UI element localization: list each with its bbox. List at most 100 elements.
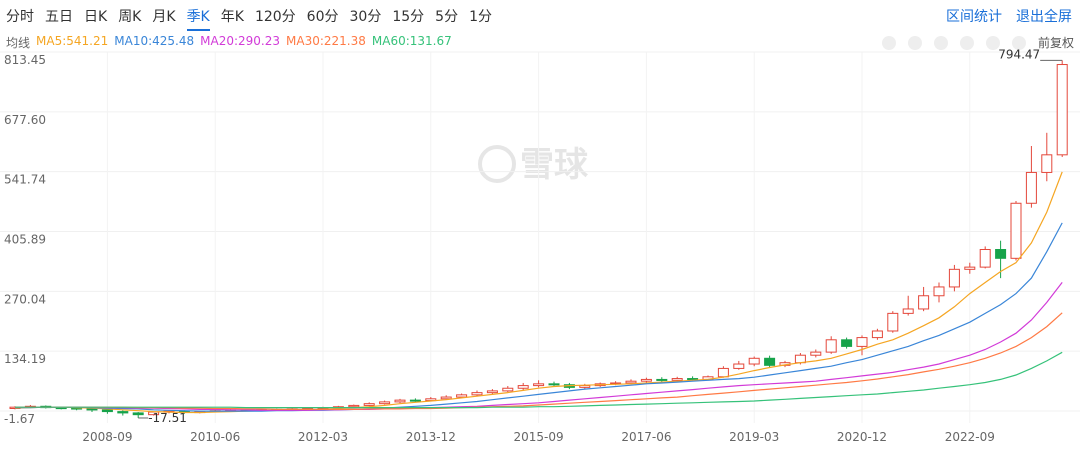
left-icon[interactable]	[959, 35, 974, 50]
period-tab[interactable]: 60分	[306, 9, 339, 25]
x-tick-label: 2017-06	[621, 430, 671, 444]
watermark: 雪球	[478, 145, 589, 185]
candle-body	[440, 396, 452, 400]
period-tab[interactable]: 1分	[469, 9, 492, 25]
candle-body	[794, 354, 806, 364]
y-tick-label: 405.89	[4, 233, 46, 247]
watermark-logo	[478, 145, 516, 183]
x-tick-label: 2012-03	[298, 430, 348, 444]
candle-body	[687, 378, 699, 381]
undo-icon[interactable]	[881, 35, 896, 50]
candle-body	[1056, 64, 1068, 156]
candle-body	[733, 363, 745, 369]
legend-entry: MA60:131.67	[371, 34, 452, 48]
candle-body	[656, 378, 668, 381]
x-tick-label: 2013-12	[406, 430, 456, 444]
zoom-in-icon[interactable]	[907, 35, 922, 50]
period-tab[interactable]: 120分	[254, 9, 296, 25]
watermark-text: 雪球	[520, 145, 589, 185]
header-links: 区间统计 退出全屏	[946, 6, 1072, 26]
candle-body	[86, 408, 98, 411]
period-tab[interactable]: 五日	[45, 9, 73, 25]
ma-line	[15, 312, 1063, 410]
high-label: 794.47	[998, 47, 1040, 61]
candle-body	[394, 399, 406, 403]
period-tab[interactable]: 30分	[349, 9, 382, 25]
period-tab[interactable]: 15分	[392, 9, 425, 25]
period-tab[interactable]: 季K	[186, 6, 210, 31]
candle-body	[841, 339, 853, 347]
ma-line	[14, 171, 1063, 414]
period-tab[interactable]: 日K	[84, 9, 108, 25]
candle-body	[995, 249, 1007, 259]
candle-body	[486, 390, 498, 394]
y-tick-label: 134.19	[4, 352, 46, 366]
candle-body	[1025, 171, 1037, 204]
candle-body	[856, 337, 868, 347]
candle-icon[interactable]	[1011, 35, 1026, 50]
period-tab[interactable]: 分时	[6, 9, 34, 25]
candle-body	[409, 399, 421, 402]
ma-line	[15, 222, 1063, 412]
candle-body	[640, 378, 652, 382]
candle-body	[132, 412, 144, 416]
y-tick-label: -1.67	[4, 412, 35, 426]
candle-body	[964, 266, 976, 270]
candle-body	[471, 392, 483, 396]
ma-line	[15, 282, 1063, 411]
y-tick-label: 541.74	[4, 173, 46, 187]
candle-body	[671, 378, 683, 381]
period-tab[interactable]: 月K	[152, 9, 176, 25]
right-icon[interactable]	[985, 35, 1000, 50]
header-link[interactable]: 区间统计	[946, 9, 1002, 25]
candle-body	[948, 268, 960, 288]
ma-line	[15, 351, 1063, 409]
period-tabs: 分时 五日 日K 周K 月K 季K 年K 120分 60分 30分 15分 5分 1分	[6, 6, 492, 31]
candle-body	[717, 367, 729, 378]
candle-body	[748, 357, 760, 365]
x-tick-label: 2022-09	[945, 430, 995, 444]
low-label: -17.51	[148, 411, 187, 425]
x-tick-label: 2019-03	[729, 430, 779, 444]
candle-body	[517, 385, 529, 389]
ma-prefix: 均线	[6, 36, 31, 50]
period-tab[interactable]: 年K	[220, 9, 244, 25]
header-link[interactable]: 退出全屏	[1016, 9, 1072, 25]
candle-body	[533, 383, 545, 387]
candle-body	[933, 286, 945, 297]
candle-body	[1010, 202, 1022, 259]
chart-tools: 前复权	[881, 34, 1074, 51]
legend-entry: MA30:221.38	[286, 34, 366, 48]
candle-body	[625, 380, 637, 384]
grid: -1.67 134.19 270.04 405.89 541.74 677.60 813.4…	[0, 51, 1080, 444]
candle-body	[918, 295, 930, 310]
candle-body	[101, 409, 113, 413]
candle-body	[117, 411, 129, 414]
period-tab[interactable]: 5分	[435, 9, 459, 25]
legend-entry: MA5:541.21	[36, 34, 109, 48]
candle-body	[363, 403, 375, 406]
candle-body	[456, 394, 468, 398]
x-tick-label: 2015-09	[514, 430, 564, 444]
candle-body	[979, 249, 991, 268]
candle-body	[887, 312, 899, 332]
x-tick-label: 2010-06	[190, 430, 240, 444]
y-tick-label: 813.45	[4, 53, 46, 67]
period-tab[interactable]: 周K	[118, 9, 142, 25]
candle-body	[379, 401, 391, 405]
y-tick-label: 677.60	[4, 113, 46, 127]
candle-body	[825, 339, 837, 353]
ma-legend: 均线 MA5:541.21 MA10:425.48 MA20:290.23 MA30:2…	[6, 34, 452, 51]
candle-body	[764, 357, 776, 366]
candle-body	[548, 383, 560, 386]
adjust-mode[interactable]: 前复权	[1037, 36, 1074, 50]
legend-entry: MA20:290.23	[200, 34, 280, 48]
candle-body	[902, 308, 914, 314]
legend-entry: MA10:425.48	[114, 34, 195, 48]
zoom-out-icon[interactable]	[933, 35, 948, 50]
candle-body	[348, 404, 360, 408]
candle-body	[1041, 154, 1053, 173]
x-tick-label: 2020-12	[837, 430, 887, 444]
